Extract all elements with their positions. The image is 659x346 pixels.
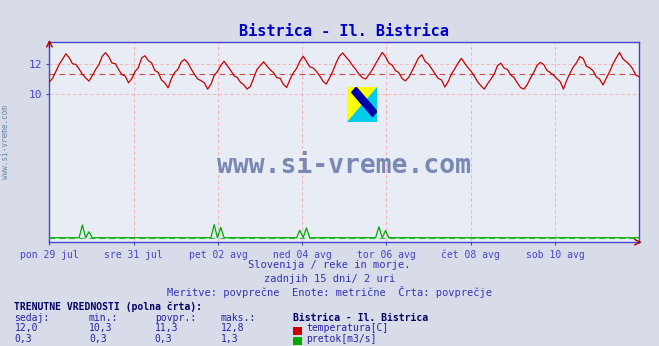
Text: povpr.:: povpr.:: [155, 313, 196, 323]
Text: pretok[m3/s]: pretok[m3/s]: [306, 334, 377, 344]
Text: zadnjih 15 dni/ 2 uri: zadnjih 15 dni/ 2 uri: [264, 274, 395, 284]
Text: sedaj:: sedaj:: [14, 313, 49, 323]
Text: Meritve: povprečne  Enote: metrične  Črta: povprečje: Meritve: povprečne Enote: metrične Črta:…: [167, 286, 492, 298]
Text: Bistrica - Il. Bistrica: Bistrica - Il. Bistrica: [293, 313, 428, 323]
Text: min.:: min.:: [89, 313, 119, 323]
Text: 0,3: 0,3: [89, 334, 107, 344]
Text: 0,3: 0,3: [14, 334, 32, 344]
Text: 12,8: 12,8: [221, 324, 244, 334]
Text: temperatura[C]: temperatura[C]: [306, 324, 389, 334]
Polygon shape: [347, 87, 377, 122]
Text: TRENUTNE VREDNOSTI (polna črta):: TRENUTNE VREDNOSTI (polna črta):: [14, 301, 202, 312]
Polygon shape: [352, 87, 377, 117]
Title: Bistrica - Il. Bistrica: Bistrica - Il. Bistrica: [239, 24, 449, 39]
Text: 10,3: 10,3: [89, 324, 113, 334]
Polygon shape: [347, 87, 377, 122]
Text: www.si-vreme.com: www.si-vreme.com: [217, 153, 471, 179]
Text: 12,0: 12,0: [14, 324, 38, 334]
Text: maks.:: maks.:: [221, 313, 256, 323]
Text: 11,3: 11,3: [155, 324, 179, 334]
Text: 1,3: 1,3: [221, 334, 239, 344]
Text: www.si-vreme.com: www.si-vreme.com: [1, 105, 10, 179]
Text: Slovenija / reke in morje.: Slovenija / reke in morje.: [248, 260, 411, 270]
Text: 0,3: 0,3: [155, 334, 173, 344]
